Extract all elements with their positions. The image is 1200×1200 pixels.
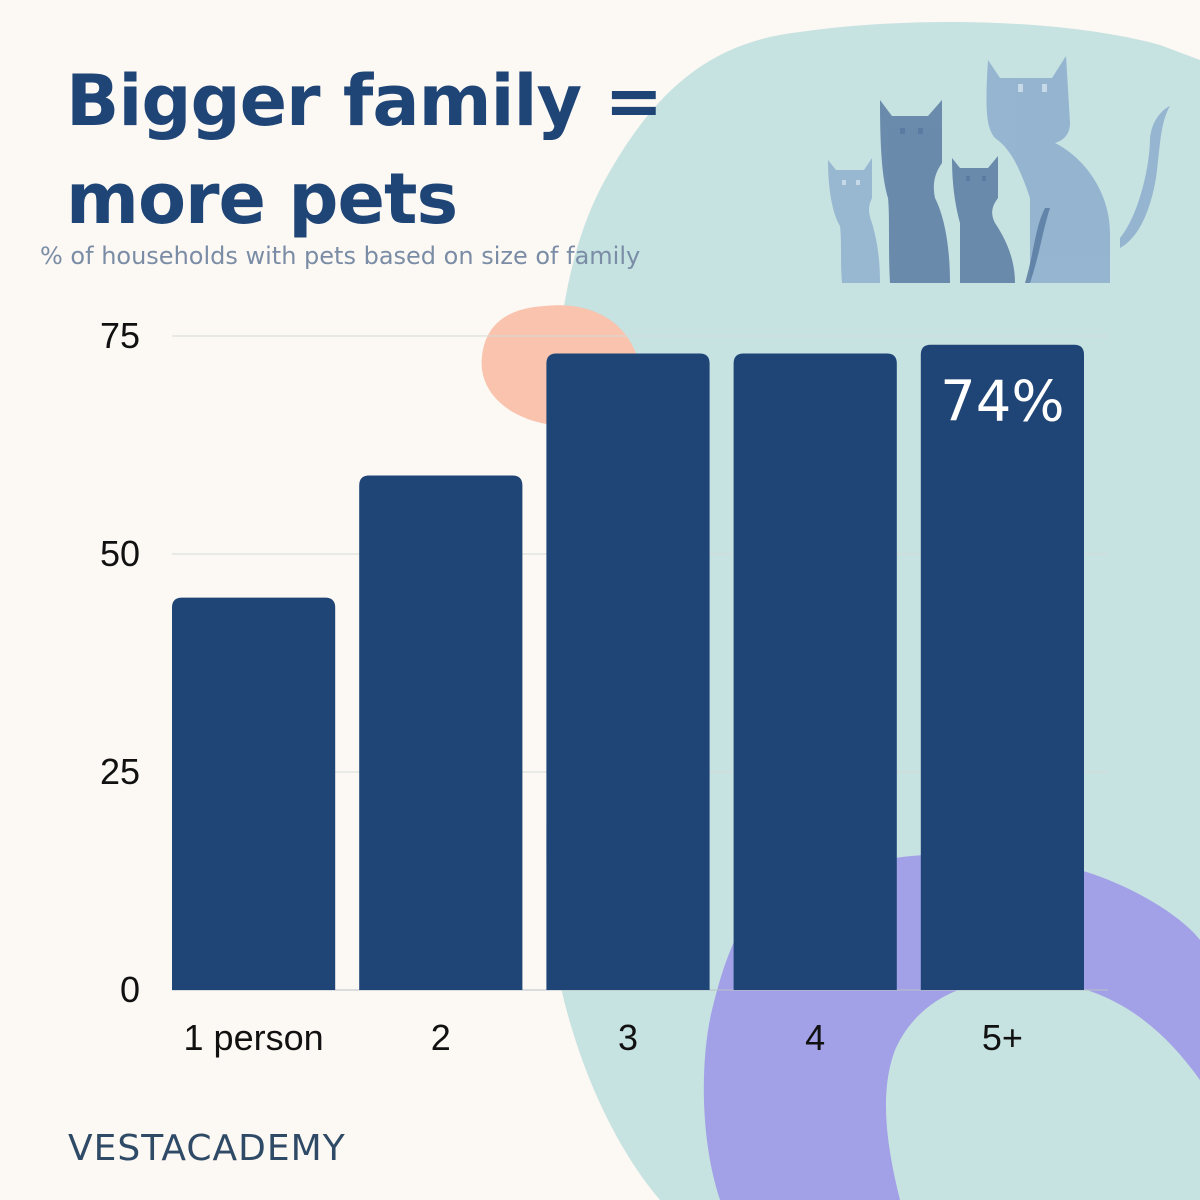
data-label: 74%: [940, 370, 1064, 435]
cats-family-icon: [828, 56, 1170, 283]
bars: [172, 344, 1084, 991]
brand-name: VESTACADEMY: [68, 1128, 346, 1169]
y-tick-label: 50: [100, 533, 140, 574]
bar: [920, 344, 1084, 991]
bar: [733, 353, 897, 990]
chart-subtitle: % of households with pets based on size …: [40, 242, 641, 270]
x-tick-label: 1 person: [184, 1017, 324, 1058]
y-tick-label: 25: [100, 751, 140, 792]
x-tick-label: 2: [431, 1017, 451, 1058]
y-axis-ticks: 0 25 50 75: [100, 315, 140, 1010]
bar: [359, 475, 523, 990]
x-tick-label: 5+: [982, 1017, 1023, 1058]
teal-blob-lower: [885, 979, 1200, 1200]
bar: [546, 353, 710, 990]
bar: [172, 597, 336, 990]
data-labels: 74%: [940, 370, 1064, 435]
y-tick-label: 75: [100, 315, 140, 356]
x-tick-label: 3: [618, 1017, 638, 1058]
y-tick-label: 0: [120, 969, 140, 1010]
chart-title: Bigger family = more pets: [66, 60, 663, 240]
x-axis-ticks: 1 person 2 3 4 5+: [184, 1017, 1023, 1058]
x-tick-label: 4: [805, 1017, 825, 1058]
